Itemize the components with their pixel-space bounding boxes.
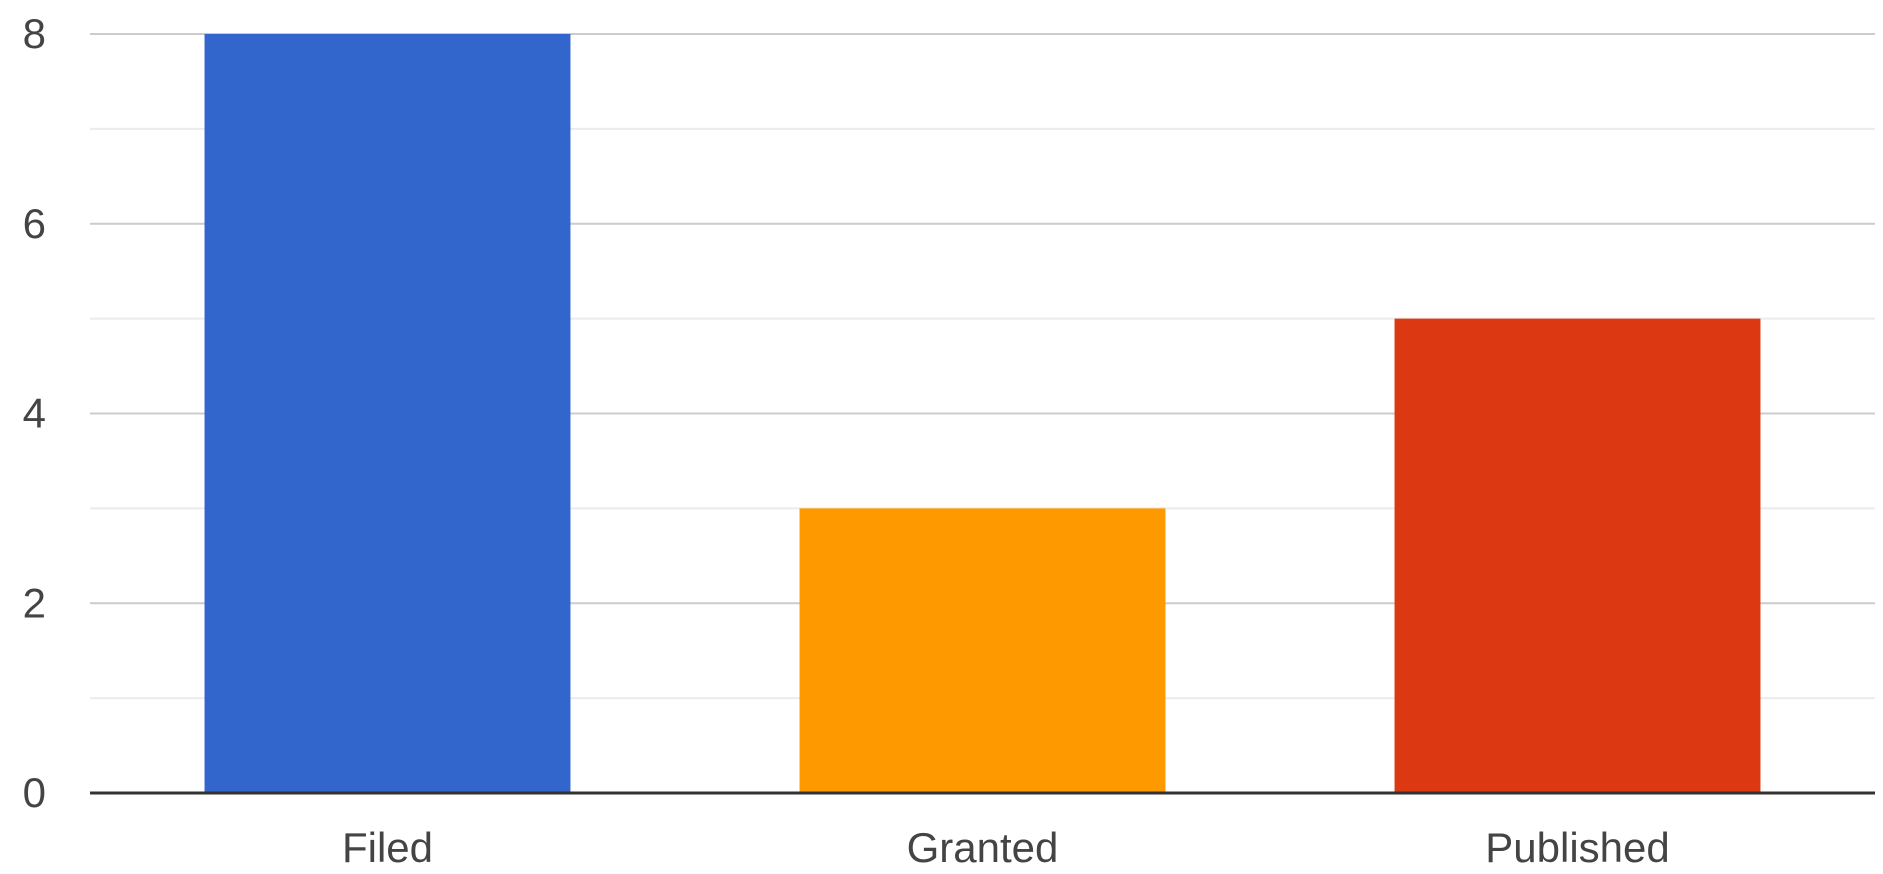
y-tick-label: 4 [23,390,46,437]
bar-granted [799,508,1166,793]
x-tick-label-filed: Filed [342,824,433,871]
bars [204,34,1761,793]
y-tick-label: 2 [23,579,46,626]
x-tick-label-published: Published [1485,824,1669,871]
y-axis-tick-labels: 0 2 4 6 8 [23,10,46,816]
y-tick-label: 6 [23,200,46,247]
y-tick-label: 0 [23,769,46,816]
x-axis-tick-labels: Filed Granted Published [342,824,1670,871]
bar-published [1394,318,1761,793]
y-tick-label: 8 [23,10,46,57]
bar-filed [204,34,571,793]
x-tick-label-granted: Granted [907,824,1059,871]
